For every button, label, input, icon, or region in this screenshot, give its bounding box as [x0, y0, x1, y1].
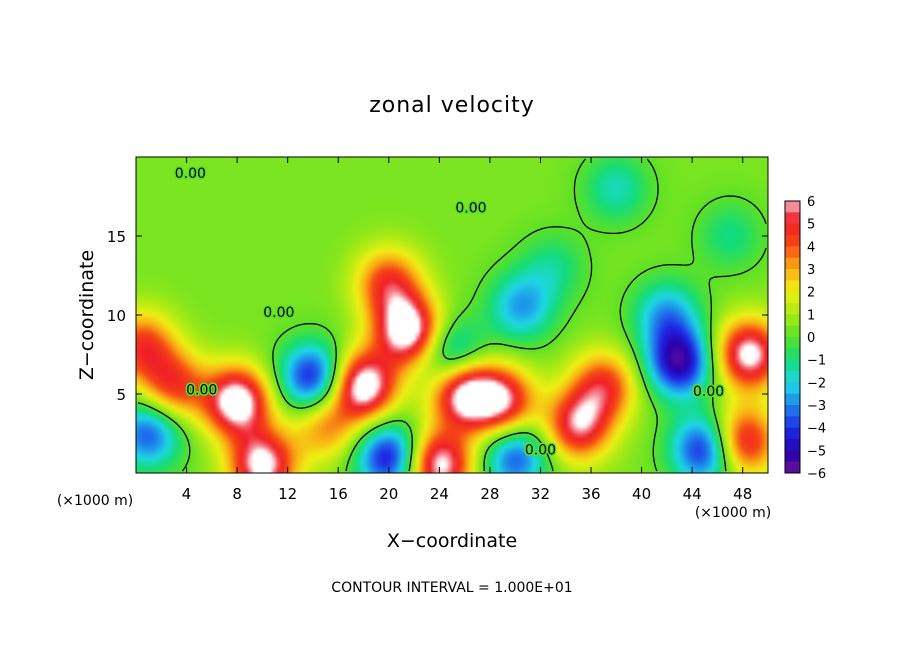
colorbar-swatch: [785, 325, 800, 338]
zero-contours: 0.00 0.00 0.00 0.00 0.00 0.00: [137, 158, 767, 472]
y-tick-label: 10: [107, 307, 126, 325]
x-tick-label: 4: [182, 485, 192, 503]
colorbar-swatch: [785, 416, 800, 429]
x-unit-right: (×1000 m): [695, 505, 771, 521]
x-tick-label: 28: [480, 485, 499, 503]
plot-area: 0.00 0.00 0.00 0.00 0.00 0.00: [136, 157, 768, 473]
colorbar-tick-label: 3: [807, 263, 815, 278]
colorbar-swatch: [785, 235, 800, 247]
zero-contour-line: [137, 158, 767, 472]
x-axis-ticks: 4 8 12 16 20 24 28 32 36 40 44 48: [182, 157, 752, 503]
x-tick-label: 36: [581, 485, 600, 503]
x-tick-label: 20: [379, 485, 398, 503]
colorbar-swatch: [785, 223, 800, 236]
contour-label: 0.00: [693, 384, 724, 400]
colorbar-swatch: [785, 461, 800, 474]
y-axis-label: Z−coordinate: [76, 250, 98, 380]
contour-label: 0.00: [263, 305, 294, 321]
colorbar-swatch: [785, 291, 800, 304]
colorbar-tick-label: 4: [807, 240, 815, 255]
x-tick-label: 24: [430, 485, 449, 503]
x-tick-label: 16: [329, 485, 348, 503]
colorbar-swatch: [785, 314, 800, 327]
colorbar-swatch: [785, 427, 800, 440]
colorbar: 6 5 4 3 2 1 0 −1 −2 −3 −4 −5 −6: [784, 195, 826, 482]
colorbar-swatch: [785, 450, 800, 463]
contour-label: 0.00: [525, 442, 556, 458]
x-tick-label: 40: [632, 485, 651, 503]
x-tick-label: 8: [232, 485, 242, 503]
colorbar-swatch: [785, 393, 800, 406]
contour-label: 0.00: [455, 201, 486, 217]
colorbar-tick-label: 6: [807, 195, 815, 210]
colorbar-swatch: [785, 280, 800, 293]
chart-title: zonal velocity: [369, 93, 535, 118]
colorbar-tick-label: −6: [807, 467, 826, 482]
contour-label: 0.00: [175, 166, 206, 182]
colorbar-tick-label: 2: [807, 286, 815, 301]
contour-label: 0.00: [186, 382, 217, 398]
colorbar-swatch: [785, 382, 800, 395]
colorbar-swatch: [785, 405, 800, 417]
colorbar-tick-label: −4: [807, 422, 826, 437]
colorbar-tick-label: 1: [807, 308, 815, 323]
y-axis-ticks: 5 10 15: [107, 228, 768, 404]
colorbar-swatch: [785, 359, 800, 372]
colorbar-tick-label: −3: [807, 399, 826, 414]
colorbar-frame: [784, 200, 801, 474]
x-tick-label: 12: [278, 485, 297, 503]
x-unit-left: (×1000 m): [57, 493, 133, 509]
colorbar-swatch: [785, 201, 800, 213]
colorbar-tick-label: 0: [807, 331, 815, 346]
colorbar-tick-label: −1: [807, 354, 826, 369]
x-tick-label: 48: [733, 485, 752, 503]
x-tick-label: 44: [683, 485, 702, 503]
contour-interval-note: CONTOUR INTERVAL = 1.000E+01: [331, 580, 572, 596]
y-tick-label: 15: [107, 228, 126, 246]
colorbar-tick-label: −2: [807, 376, 826, 391]
colorbar-swatch: [785, 337, 800, 349]
colorbar-tick-label: 5: [807, 218, 815, 233]
colorbar-swatch: [785, 246, 800, 259]
colorbar-swatch: [785, 371, 800, 383]
y-tick-label: 5: [116, 386, 126, 404]
x-axis-label: X−coordinate: [387, 530, 517, 552]
velocity-field: [136, 157, 768, 473]
colorbar-tick-label: −5: [807, 444, 826, 459]
colorbar-swatch: [785, 212, 800, 225]
colorbar-swatch: [785, 439, 800, 451]
colorbar-swatch: [785, 269, 800, 281]
x-tick-label: 32: [531, 485, 550, 503]
colorbar-swatch: [785, 303, 800, 315]
colorbar-swatch: [785, 348, 800, 361]
colorbar-swatch: [785, 257, 800, 270]
